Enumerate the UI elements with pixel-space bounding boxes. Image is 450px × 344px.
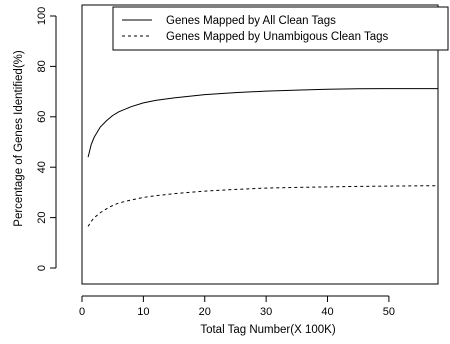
series-line-0	[87, 88, 438, 158]
y-tick-label: 100	[36, 7, 48, 25]
y-tick-label: 60	[36, 111, 48, 123]
y-tick-label: 20	[36, 211, 48, 223]
y-tick-label: 0	[36, 265, 48, 271]
x-tick-label: 0	[79, 306, 85, 318]
x-tick-label: 40	[321, 306, 333, 318]
x-axis: 0 10 20 30 40 50	[79, 295, 395, 318]
y-tick-label: 40	[36, 161, 48, 173]
y-axis: 0 20 40 60 80 100	[36, 7, 57, 271]
x-tick-label: 30	[260, 306, 272, 318]
x-tick-label: 20	[199, 306, 211, 318]
y-axis-title: Percentage of Genes Identified(%)	[13, 50, 25, 227]
legend-label-all-clean-tags: Genes Mapped by All Clean Tags	[166, 15, 336, 27]
x-tick-label: 50	[383, 306, 395, 318]
x-tick-label: 10	[137, 306, 149, 318]
x-axis-title: Total Tag Number(X 100K)	[200, 324, 335, 336]
y-tick-label: 80	[36, 60, 48, 72]
plot-area	[81, 4, 439, 285]
legend-label-unambiguous-clean-tags: Genes Mapped by Unambigous Clean Tags	[166, 31, 389, 43]
series-line-1	[87, 185, 438, 227]
plot-frame	[81, 4, 439, 285]
series-layer	[87, 88, 438, 227]
legend-box	[112, 6, 449, 51]
legend: Genes Mapped by All Clean Tags Genes Map…	[112, 6, 449, 51]
